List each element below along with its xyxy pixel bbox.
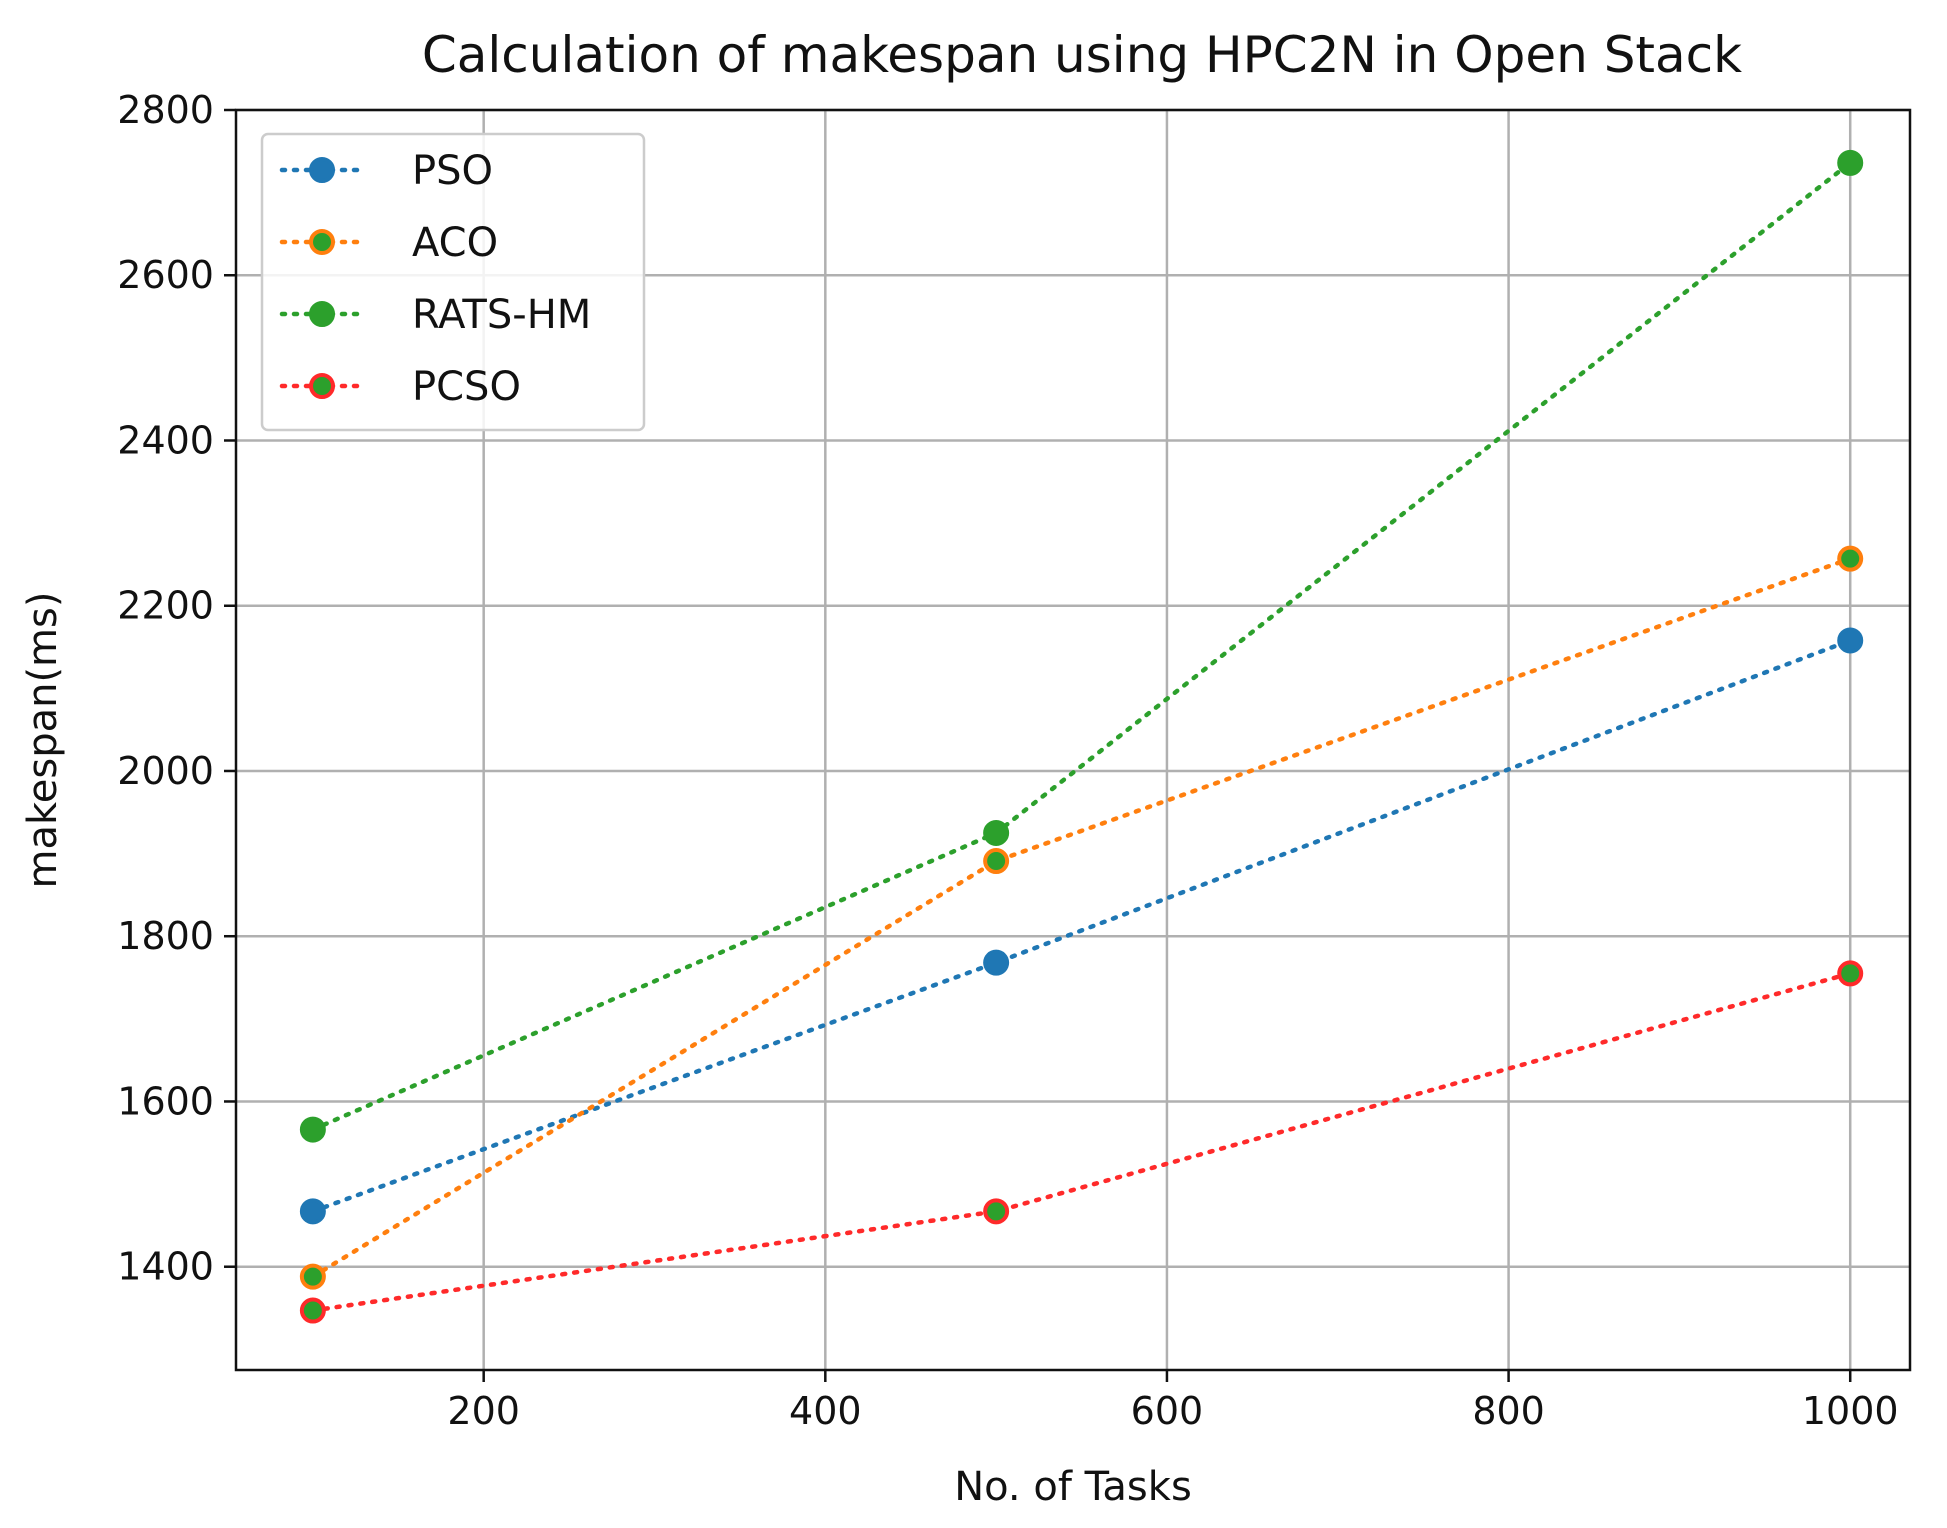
series-pso [299, 627, 1864, 1225]
series-line-aco [310, 556, 1853, 1279]
legend-label-pcso: PCSO [412, 364, 521, 410]
plot-frame [234, 108, 1912, 1372]
data-point-pcso [983, 1198, 1010, 1225]
data-point-pcso [299, 1297, 326, 1324]
data-point-pcso [1837, 960, 1864, 987]
y-axis-label: makespan(ms) [20, 592, 66, 889]
x-tick-label: 400 [789, 1389, 862, 1433]
legend-item-rats-hm: RATS-HM [279, 292, 591, 338]
data-point-rats-hm [1837, 149, 1864, 176]
y-tick-label: 2000 [117, 749, 214, 793]
y-tick-label: 2400 [117, 418, 214, 462]
series-aco [299, 545, 1864, 1290]
legend-marker-aco [309, 229, 335, 255]
data-point-rats-hm [299, 1116, 326, 1143]
legend-label-pso: PSO [412, 148, 493, 194]
legend-item-aco: ACO [279, 220, 498, 266]
data-point-aco [983, 848, 1010, 875]
data-point-pso [1837, 627, 1864, 654]
data-point-pso [299, 1198, 326, 1225]
legend-item-pso: PSO [279, 148, 493, 194]
y-tick-label: 1400 [117, 1245, 214, 1289]
data-point-aco [299, 1263, 326, 1290]
legend-box [260, 132, 646, 432]
chart-title: Calculation of makespan using HPC2N in O… [422, 26, 1742, 84]
series-line-pcso [310, 971, 1853, 1313]
legend-marker-pso [309, 157, 335, 183]
y-tick-label: 1600 [117, 1079, 214, 1123]
series-rats-hm [299, 149, 1864, 1143]
y-tick-label: 2200 [117, 584, 214, 628]
legend: PSO ACO RATS-HM PCSO [260, 132, 646, 432]
data-point-pso [983, 949, 1010, 976]
y-tick-label: 1800 [117, 914, 214, 958]
x-tick-label: 600 [1131, 1389, 1204, 1433]
data-point-aco [1837, 545, 1864, 572]
x-tick-label: 1000 [1802, 1389, 1899, 1433]
x-axis-label: No. of Tasks [954, 1464, 1192, 1510]
legend-label-aco: ACO [412, 220, 498, 266]
legend-item-pcso: PCSO [279, 364, 521, 410]
x-tick-label: 200 [447, 1389, 520, 1433]
series-layer [299, 149, 1864, 1324]
axis-ticks: 200 400 600 800 1000 1400 1600 1800 2000 2200 2400… [117, 88, 1898, 1433]
legend-label-rats-hm: RATS-HM [412, 292, 591, 338]
x-tick-label: 800 [1472, 1389, 1545, 1433]
legend-marker-pcso [309, 373, 335, 399]
series-line-pso [310, 638, 1853, 1214]
y-tick-label: 2600 [117, 253, 214, 297]
y-tick-label: 2800 [117, 88, 214, 132]
series-pcso [299, 960, 1864, 1324]
legend-marker-rats-hm [309, 301, 335, 327]
data-point-rats-hm [983, 819, 1010, 846]
